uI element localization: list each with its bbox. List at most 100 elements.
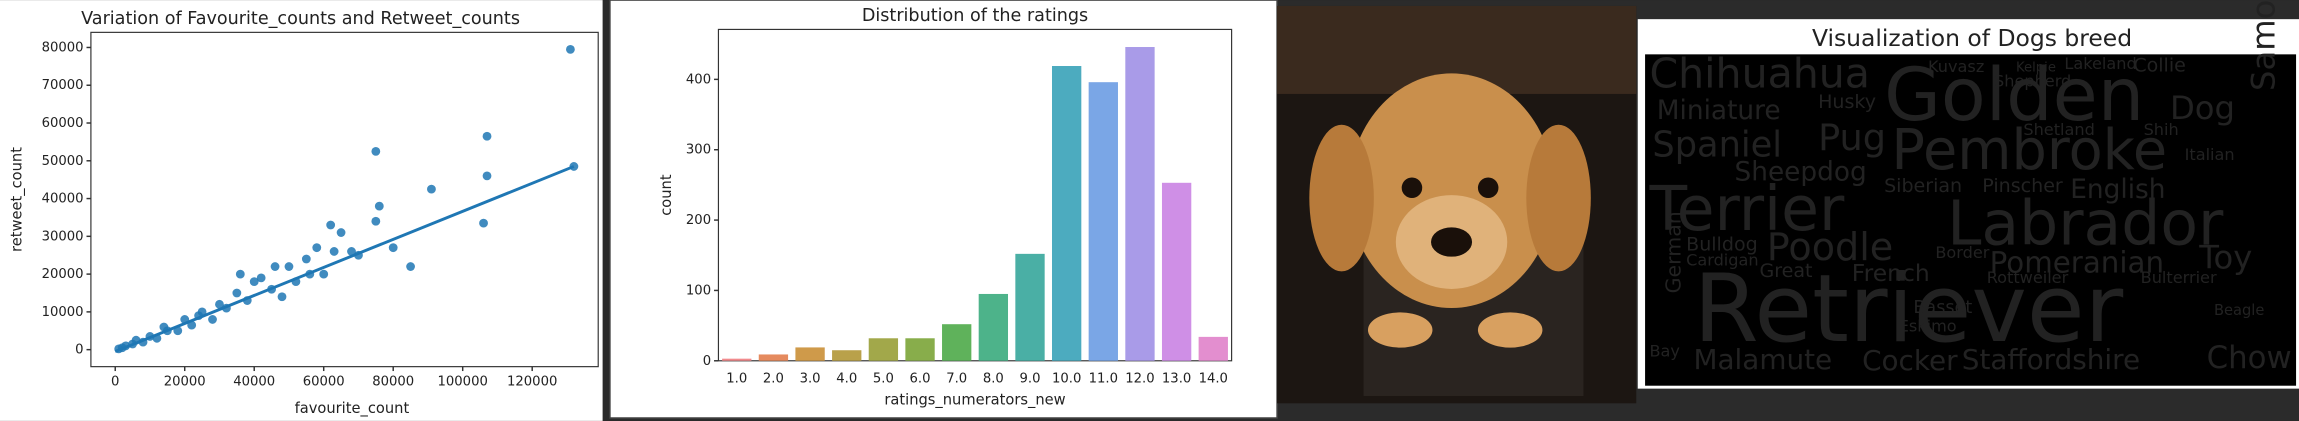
point xyxy=(347,247,356,256)
x-tick-label: 12.0 xyxy=(1125,371,1154,386)
x-tick-label: 3.0 xyxy=(800,371,821,386)
y-tick-label: 10000 xyxy=(42,305,84,320)
y-axis-label: count xyxy=(658,174,675,216)
word: Labrador xyxy=(1947,187,2224,259)
bar xyxy=(868,338,899,361)
word: Dog xyxy=(2170,89,2235,127)
word: Pug xyxy=(1818,116,1886,159)
word: Terrier xyxy=(1648,173,1845,245)
bar xyxy=(832,350,862,361)
word: Siberian xyxy=(1884,175,1962,197)
point xyxy=(187,320,197,330)
x-tick-label: 40000 xyxy=(233,374,275,389)
word: German xyxy=(1661,211,1685,293)
word: Retriever xyxy=(1693,255,2123,364)
bar xyxy=(942,324,972,361)
y-tick-label: 60000 xyxy=(42,116,84,131)
y-tick-label: 200 xyxy=(686,213,711,228)
word: Chihuahua xyxy=(1649,49,1869,97)
chart-title: Distribution of the ratings xyxy=(862,6,1088,26)
word: Pembroke xyxy=(1891,118,2167,183)
point xyxy=(312,243,322,253)
bar xyxy=(1125,47,1155,361)
x-tick-label: 5.0 xyxy=(873,371,894,386)
point xyxy=(388,243,398,253)
x-tick-label: 100000 xyxy=(438,374,488,389)
point xyxy=(131,335,141,345)
point xyxy=(152,333,162,343)
word: Bay xyxy=(1649,341,1680,360)
y-tick-label: 100 xyxy=(686,283,711,298)
point xyxy=(235,269,245,279)
point xyxy=(215,299,224,309)
x-tick-label: 14.0 xyxy=(1199,371,1228,386)
point xyxy=(326,220,336,230)
word: Shih xyxy=(2144,120,2179,139)
point xyxy=(249,277,259,287)
x-tick-label: 0 xyxy=(111,374,119,389)
word: Kelpie xyxy=(2016,61,2056,76)
point xyxy=(336,228,346,237)
word: Malamute xyxy=(1693,343,1832,376)
point xyxy=(277,292,287,302)
word: Kuvasz xyxy=(1928,57,1984,76)
word: Collie xyxy=(2133,55,2186,77)
word: Beagle xyxy=(2214,302,2264,319)
x-tick-label: 120000 xyxy=(507,374,557,389)
chart-title: Variation of Favourite_counts and Retwee… xyxy=(81,9,520,29)
word: Cocker xyxy=(1862,344,1958,377)
x-tick-label: 4.0 xyxy=(836,371,857,386)
point xyxy=(479,218,488,228)
x-tick-label: 80000 xyxy=(372,374,414,389)
y-tick-label: 0 xyxy=(75,343,83,358)
point xyxy=(319,269,329,279)
plot-frame xyxy=(90,31,599,368)
bar xyxy=(1198,336,1228,361)
y-tick-label: 30000 xyxy=(42,229,84,244)
point xyxy=(180,315,190,324)
scatter-panel xyxy=(0,0,603,421)
word: Bulldog xyxy=(1686,233,1758,255)
word: Poodle xyxy=(1767,225,1893,269)
point xyxy=(256,273,266,283)
word: Pomeranian xyxy=(1990,246,2164,280)
y-tick-label: 50000 xyxy=(42,154,84,169)
word: Bulterrier xyxy=(2141,268,2217,287)
word: Lakeland xyxy=(2064,54,2136,73)
point xyxy=(197,307,207,317)
point xyxy=(242,296,252,305)
point xyxy=(267,284,276,294)
word: Great xyxy=(1759,260,1813,282)
point xyxy=(162,326,172,336)
x-tick-label: 13.0 xyxy=(1162,371,1191,386)
y-tick-label: 400 xyxy=(686,72,711,87)
point xyxy=(138,337,148,347)
word: Samoyed xyxy=(2244,0,2282,91)
x-tick-label: 6.0 xyxy=(910,371,931,386)
x-axis-label: favourite_count xyxy=(295,400,410,417)
x-tick-label: 20000 xyxy=(164,374,206,389)
x-tick-label: 10.0 xyxy=(1052,371,1081,386)
point xyxy=(406,262,415,271)
bar xyxy=(758,354,789,361)
point xyxy=(354,250,363,260)
point xyxy=(208,315,217,324)
point xyxy=(173,326,183,336)
word: Chow xyxy=(2207,340,2292,376)
x-tick-label: 11.0 xyxy=(1089,371,1118,386)
point xyxy=(482,171,492,181)
x-tick-label: 1.0 xyxy=(726,371,747,386)
point xyxy=(371,216,381,226)
word: Italian xyxy=(2185,145,2235,164)
y-tick-label: 0 xyxy=(703,354,711,369)
x-axis-label: ratings_numerators_new xyxy=(884,391,1065,408)
y-tick-label: 20000 xyxy=(42,267,84,282)
x-tick-label: 60000 xyxy=(303,374,345,389)
point xyxy=(270,262,280,271)
fit-line xyxy=(114,165,575,353)
bar xyxy=(795,347,825,361)
word: Golden xyxy=(1884,53,2144,138)
